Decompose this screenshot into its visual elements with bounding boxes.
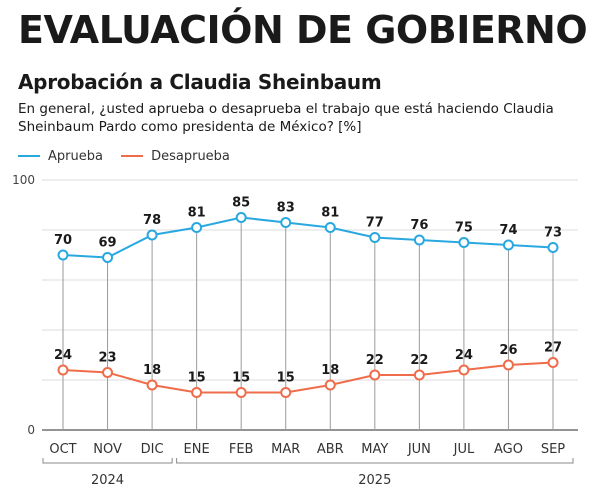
data-point: [235, 212, 247, 223]
data-label: 76: [410, 218, 428, 233]
data-point: [102, 367, 114, 378]
data-label: 69: [98, 236, 116, 251]
data-label: 23: [98, 351, 116, 366]
chart-legend: Aprueba Desaprueba: [18, 146, 244, 164]
data-label: 15: [188, 371, 206, 386]
data-label: 81: [188, 206, 206, 221]
legend-item-aprueba: Aprueba: [18, 149, 103, 164]
data-point: [146, 379, 158, 391]
data-point: [502, 239, 514, 251]
legend-label-aprueba: Aprueba: [48, 148, 103, 164]
x-tick-label: ENE: [184, 442, 210, 457]
data-label: 78: [143, 213, 161, 228]
data-point: [146, 229, 158, 241]
x-tick-label: ABR: [317, 442, 344, 457]
data-label: 15: [232, 371, 250, 386]
year-label: 2025: [358, 473, 391, 488]
data-label: 18: [143, 363, 161, 378]
data-label: 73: [544, 226, 562, 241]
x-tick-label: JUL: [453, 442, 475, 457]
data-label: 81: [321, 206, 339, 221]
data-label: 85: [232, 196, 250, 211]
y-tick-label: 0: [27, 423, 35, 437]
x-tick-label: OCT: [49, 442, 76, 457]
x-tick-label: FEB: [229, 442, 254, 457]
data-label: 22: [366, 353, 384, 368]
x-tick-label: MAR: [271, 442, 300, 457]
data-point: [502, 359, 514, 371]
data-point: [280, 387, 292, 398]
data-point: [324, 379, 336, 391]
chart-subtitle: Aprobación a Claudia Sheinbaum: [18, 70, 382, 94]
data-point: [458, 237, 470, 248]
data-point: [235, 387, 247, 398]
legend-label-desaprueba: Desaprueba: [151, 148, 230, 164]
data-point: [547, 242, 559, 253]
data-label: 15: [277, 371, 295, 386]
data-label: 24: [455, 348, 473, 363]
x-tick-label: AGO: [494, 442, 523, 457]
data-point: [369, 232, 381, 243]
data-label: 77: [366, 216, 384, 231]
data-label: 26: [499, 343, 517, 358]
series-line-desaprueba: [62, 361, 554, 394]
data-point: [57, 249, 69, 261]
year-label: 2024: [91, 473, 124, 488]
data-point: [413, 369, 425, 381]
page-title: EVALUACIÓN DE GOBIERNO: [18, 8, 588, 52]
data-label: 18: [321, 363, 339, 378]
x-tick-label: MAY: [361, 442, 388, 457]
data-point: [280, 217, 292, 228]
data-label: 83: [277, 201, 295, 216]
legend-swatch-desaprueba: [121, 155, 144, 157]
data-label: 75: [455, 221, 473, 236]
data-point: [191, 387, 203, 398]
year-bracket: [42, 458, 173, 464]
survey-question: En general, ¿usted aprueba o desaprueba …: [18, 101, 554, 135]
data-point: [413, 234, 425, 246]
data-point: [458, 364, 470, 376]
x-tick-label: SEP: [541, 442, 565, 457]
data-label: 24: [54, 348, 72, 363]
legend-swatch-aprueba: [18, 155, 40, 157]
x-tick-label: DIC: [141, 442, 164, 457]
data-label: 22: [410, 353, 428, 368]
series-line-aprueba: [62, 216, 554, 259]
data-point: [191, 222, 203, 233]
x-tick-label: NOV: [93, 442, 122, 457]
data-point: [547, 357, 559, 368]
data-label: 70: [54, 233, 72, 248]
year-bracket: [176, 458, 574, 464]
x-tick-label: JUN: [407, 442, 431, 457]
data-label: 74: [499, 223, 517, 238]
data-point: [57, 364, 69, 376]
y-tick-label: 100: [12, 173, 35, 187]
legend-item-desaprueba: Desaprueba: [121, 149, 230, 164]
data-point: [324, 222, 336, 233]
data-label: 27: [544, 341, 562, 356]
data-point: [102, 252, 114, 263]
data-point: [369, 369, 381, 381]
